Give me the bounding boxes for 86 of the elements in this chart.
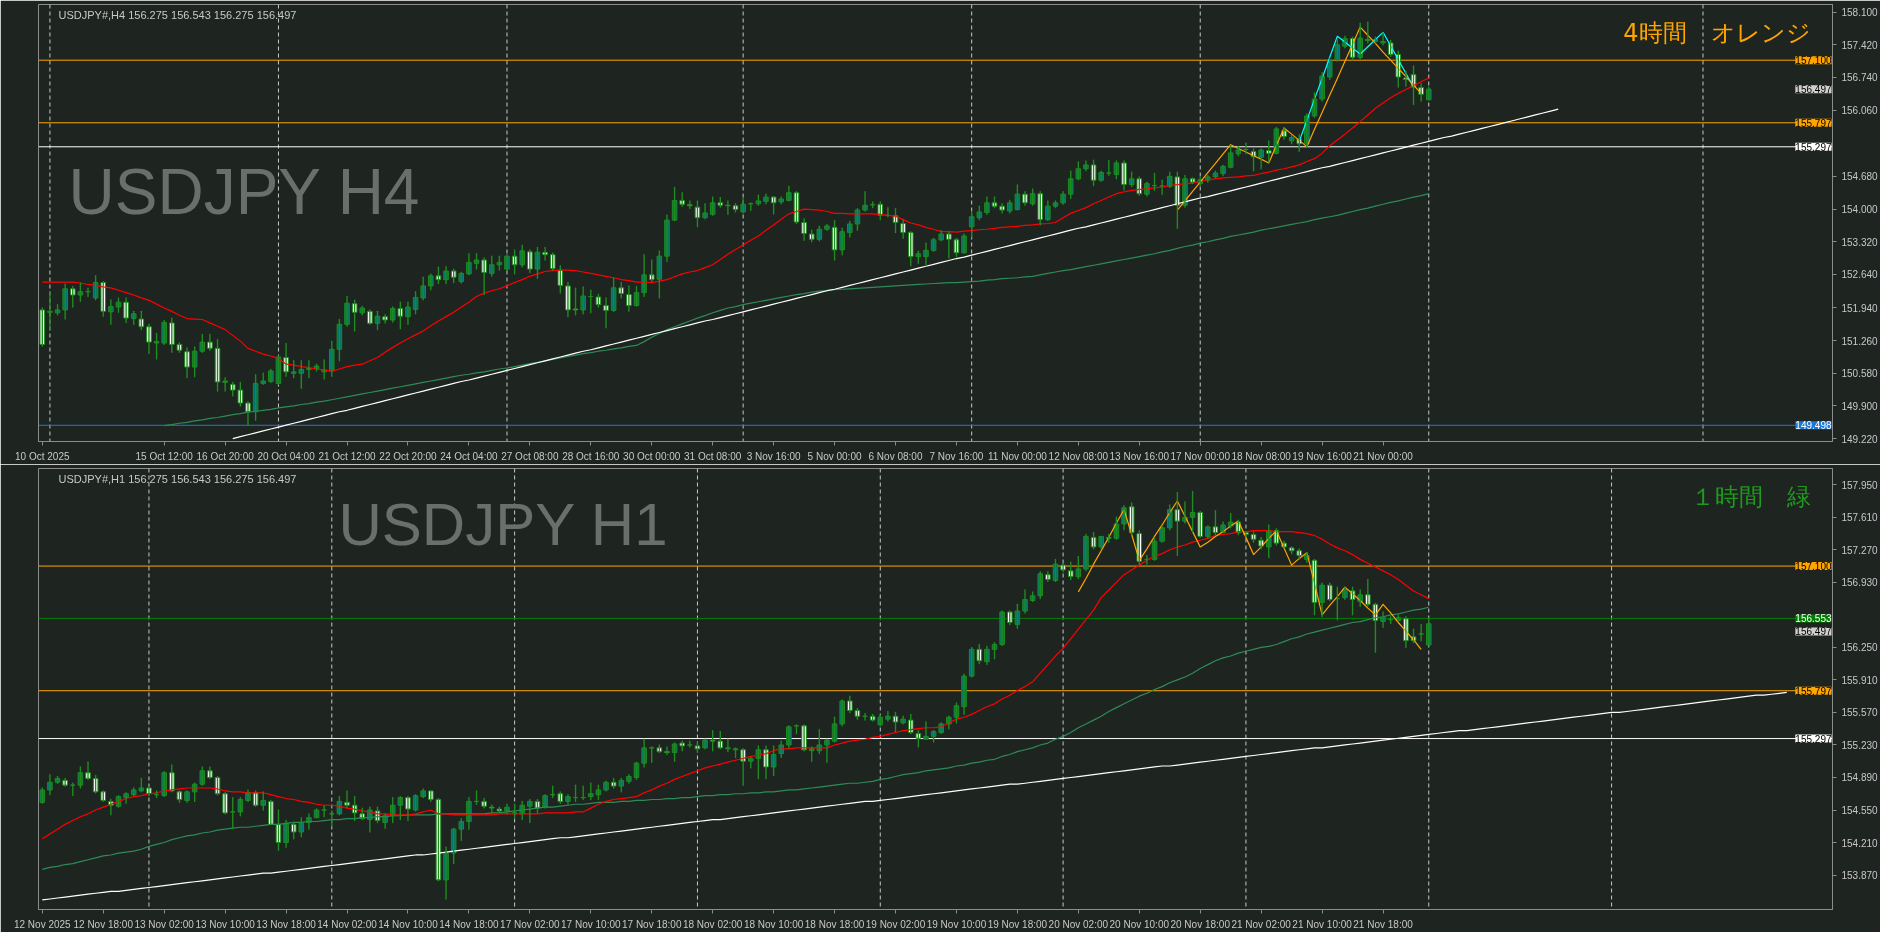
x-tick-label: 17 Nov 00:00: [1170, 450, 1231, 462]
x-tick-label: 5 Nov 00:00: [807, 450, 862, 462]
y-tick-label: 156.250: [1841, 642, 1879, 654]
x-tick-label: 12 Nov 08:00: [1048, 450, 1109, 462]
x-tick-label: 21 Nov 10:00: [1292, 918, 1353, 930]
annotation: USDJPY H4: [68, 156, 420, 229]
ref-line-label: 157.100: [1795, 55, 1832, 67]
y-tick-label: 155.230: [1841, 739, 1879, 751]
x-tick-label: 12 Nov 2025: [13, 918, 72, 930]
x-tick-label: 20 Nov 02:00: [1048, 918, 1109, 930]
y-tick-label: 154.550: [1841, 805, 1879, 817]
x-tick-label: 7 Nov 16:00: [929, 450, 984, 462]
x-tick-label: 22 Oct 20:00: [379, 450, 438, 462]
ref-line-label: 155.797: [1795, 117, 1832, 129]
chart-title: USDJPY#,H1 156.275 156.543 156.275 156.497: [58, 472, 297, 485]
x-tick-label: 20 Oct 04:00: [257, 450, 316, 462]
y-tick-label: 151.940: [1841, 303, 1879, 314]
ref-line-label: 156.553: [1795, 613, 1832, 625]
x-tick-label: 27 Oct 08:00: [501, 450, 559, 462]
x-tick-label: 18 Nov 08:00: [1231, 450, 1292, 462]
x-tick-label: 19 Nov 10:00: [926, 918, 987, 930]
y-tick-label: 156.930: [1841, 577, 1879, 589]
x-tick-label: 21 Nov 18:00: [1353, 918, 1414, 930]
x-tick-label: 19 Nov 02:00: [865, 918, 926, 930]
x-tick-label: 21 Nov 02:00: [1231, 918, 1292, 930]
x-tick-label: 18 Nov 18:00: [804, 918, 865, 930]
x-tick-label: 13 Nov 10:00: [195, 918, 256, 930]
x-tick-label: 24 Oct 04:00: [440, 450, 498, 462]
x-tick-label: 14 Nov 18:00: [439, 918, 500, 930]
x-tick-label: 20 Nov 10:00: [1109, 918, 1170, 930]
ref-line-label: 155.797: [1795, 685, 1832, 697]
x-tick-label: 13 Nov 16:00: [1109, 450, 1170, 462]
ref-line-label: 155.297: [1795, 141, 1832, 153]
x-tick-label: 19 Nov 18:00: [987, 918, 1048, 930]
x-tick-label: 15 Oct 12:00: [135, 450, 194, 462]
y-tick-label: 158.100: [1841, 7, 1879, 19]
y-tick-label: 151.260: [1841, 335, 1879, 347]
ref-line-label: 155.297: [1795, 733, 1832, 745]
y-tick-label: 153.320: [1841, 236, 1879, 248]
y-tick-label: 154.890: [1841, 772, 1879, 784]
y-tick-label: 156.740: [1841, 72, 1879, 84]
y-tick-label: 157.270: [1841, 544, 1879, 556]
x-tick-label: 6 Nov 08:00: [868, 450, 923, 462]
x-tick-label: 16 Oct 20:00: [196, 450, 255, 462]
y-tick-label: 157.610: [1841, 512, 1879, 524]
y-tick-label: 149.220: [1841, 433, 1879, 445]
x-tick-label: 14 Nov 02:00: [317, 918, 378, 930]
y-tick-label: 150.580: [1841, 368, 1879, 380]
x-tick-label: 13 Nov 18:00: [256, 918, 317, 930]
y-tick-label: 152.640: [1841, 269, 1879, 281]
x-tick-label: 18 Nov 10:00: [743, 918, 804, 930]
annotation: USDJPY H1: [338, 490, 668, 558]
x-tick-label: 19 Nov 16:00: [1292, 450, 1353, 462]
y-tick-label: 156.060: [1841, 105, 1879, 117]
y-tick-label: 149.900: [1841, 400, 1879, 412]
text: 156.497: [1795, 84, 1832, 96]
x-tick-label: 17 Nov 18:00: [621, 918, 682, 930]
ref-line-label: 149.498: [1795, 420, 1832, 432]
text: 156.497: [1795, 626, 1832, 638]
x-tick-label: 3 Nov 16:00: [746, 450, 802, 462]
y-tick-label: 157.950: [1841, 479, 1879, 491]
x-tick-label: 28 Oct 16:00: [562, 450, 620, 462]
y-tick-label: 153.870: [1841, 870, 1879, 882]
y-tick-label: 155.910: [1841, 674, 1879, 686]
chart-title: USDJPY#,H4 156.275 156.543 156.275 156.497: [58, 8, 297, 21]
x-tick-label: 21 Nov 00:00: [1353, 450, 1414, 462]
x-tick-label: 17 Nov 02:00: [500, 918, 561, 930]
x-tick-label: 12 Nov 18:00: [73, 918, 134, 930]
y-tick-label: 154.000: [1841, 204, 1879, 216]
y-tick-label: 155.570: [1841, 707, 1879, 719]
x-tick-label: 17 Nov 10:00: [561, 918, 621, 930]
x-tick-label: 13 Nov 02:00: [134, 918, 195, 930]
x-tick-label: 31 Oct 08:00: [684, 450, 742, 462]
x-tick-label: 18 Nov 02:00: [682, 918, 743, 930]
x-tick-label: 14 Nov 10:00: [378, 918, 439, 930]
y-tick-label: 154.210: [1841, 837, 1879, 849]
x-tick-label: 20 Nov 18:00: [1170, 918, 1231, 930]
x-tick-label: 10 Oct 2025: [15, 450, 70, 462]
annotation: １時間 緑: [1690, 482, 1811, 511]
x-tick-label: 30 Oct 00:00: [623, 450, 681, 462]
x-tick-label: 11 Nov 00:00: [988, 450, 1048, 462]
y-tick-label: 157.420: [1841, 39, 1879, 51]
y-tick-label: 154.680: [1841, 171, 1879, 183]
annotation: 4時間 オレンジ: [1623, 18, 1811, 47]
ref-line-label: 157.100: [1795, 561, 1832, 573]
x-tick-label: 21 Oct 12:00: [318, 450, 377, 462]
